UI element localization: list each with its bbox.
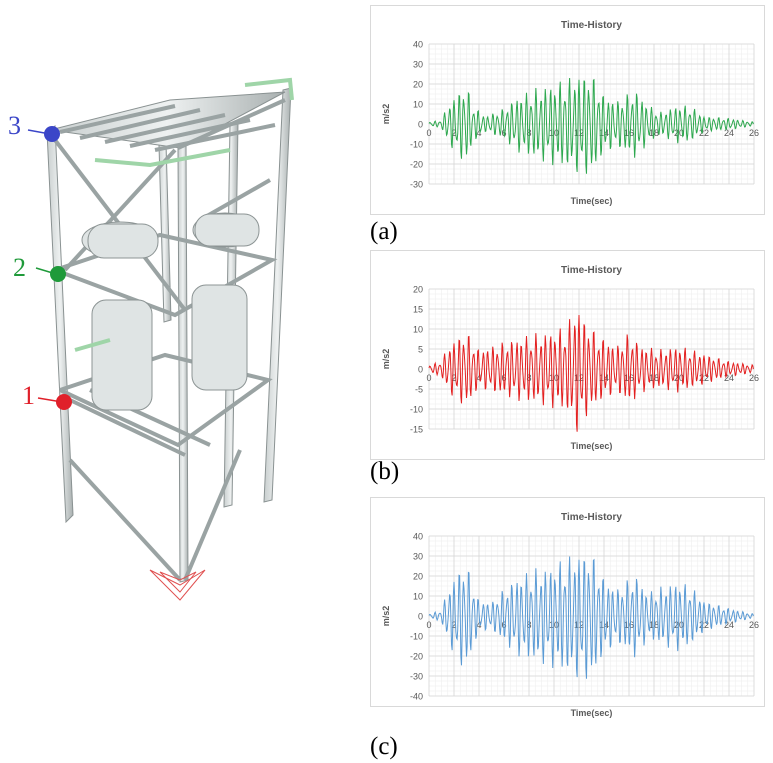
chart-c-ytick-8: 40 [413,532,423,542]
chart-b-xtick-2: 4 [476,373,481,383]
chart-a-xtick-6: 12 [574,128,584,138]
chart-b-series-line [428,314,754,432]
chart-c-xtick-6: 12 [574,620,584,630]
chart-a-xtick-2: 4 [476,128,481,138]
chart-c: Time-History -40 -30 -20 -10 0 10 20 30 40 0 2 4 6 8 10… [370,497,765,718]
chart-c-xlabel: Time(sec) [571,708,613,718]
pipes [74,77,294,352]
chart-b: Time-History -15 -10 -5 0 5 10 15 20 0 2 4 6 8 10 12 14 1… [370,250,765,460]
chart-c-xtick-2: 4 [476,620,481,630]
chart-b-ytick-4: 5 [418,345,423,355]
chart-c-xtick-1: 2 [451,620,456,630]
chart-b-xtick-6: 12 [574,373,584,383]
chart-a-ytick-7: 40 [413,40,423,50]
chart-b-xtick-0: 0 [426,373,431,383]
chart-a-xtick-13: 26 [749,128,759,138]
node-3: 3 [8,111,60,142]
support-marker [149,569,206,601]
chart-b-ytick-6: 15 [413,305,423,315]
chart-a-xtick-0: 0 [426,128,431,138]
chart-b-xtick-11: 22 [699,373,709,383]
chart-b-xtick-7: 14 [599,373,609,383]
chart-c-ytick-4: 0 [418,612,423,622]
structure-illustration: 3 2 1 [8,77,294,601]
chart-a-ytick-5: 20 [413,80,423,90]
chart-a-ytick-6: 30 [413,60,423,70]
node-1-label: 1 [22,381,35,410]
chart-c-title: Time-History [561,512,622,523]
panel-label-b: (b) [370,458,400,485]
chart-b-major-grid [428,288,755,430]
chart-c-ytick-7: 30 [413,552,423,562]
chart-b-xtick-1: 2 [451,373,456,383]
chart-a-xtick-10: 20 [674,128,684,138]
panel-label-a: (a) [370,218,398,245]
chart-c-xtick-0: 0 [426,620,431,630]
chart-c-xtick-12: 24 [724,620,734,630]
chart-c-ytick-2: -20 [410,652,423,662]
chart-a-xtick-7: 14 [599,128,609,138]
chart-b-ytick-5: 10 [413,325,423,335]
chart-b-ytick-2: -5 [415,385,423,395]
steel-frame [46,87,292,583]
chart-c-xtick-13: 26 [749,620,759,630]
node-1: 1 [22,381,72,410]
node-3-label: 3 [8,111,21,140]
panel-label-c: (c) [370,733,398,760]
chart-a: Time-History -30 -20 -10 0 10 20 30 40 0 2 4 6 8 10 12 1… [370,5,765,215]
chart-a-xtick-1: 2 [451,128,456,138]
chart-a-xlabel: Time(sec) [571,196,613,206]
chart-c-series-line [428,556,754,679]
chart-a-series-line [428,78,754,174]
chart-a-title: Time-History [561,20,622,31]
chart-c-xtick-11: 22 [699,620,709,630]
chart-a-ytick-0: -30 [410,180,423,190]
node-2: 2 [13,253,66,282]
chart-c-ytick-3: -10 [410,632,423,642]
chart-a-xtick-12: 24 [724,128,734,138]
node-2-label: 2 [13,253,26,282]
vessels [81,212,260,411]
chart-a-ytick-3: 0 [418,120,423,130]
chart-b-xlabel: Time(sec) [571,441,613,451]
chart-c-ytick-6: 20 [413,572,423,582]
chart-c-ylabel: m/s2 [381,606,391,627]
chart-c-ytick-1: -30 [410,672,423,682]
chart-b-xtick-12: 24 [724,373,734,383]
chart-a-ytick-2: -10 [410,140,423,150]
chart-b-ylabel: m/s2 [381,349,391,370]
chart-a-ytick-4: 10 [413,100,423,110]
chart-b-xtick-13: 26 [749,373,759,383]
chart-c-ytick-0: -40 [410,692,423,702]
beams [53,98,286,582]
chart-b-ytick-0: -15 [410,425,423,435]
chart-c-ytick-5: 10 [413,592,423,602]
chart-b-ytick-7: 20 [413,285,423,295]
chart-a-ylabel: m/s2 [381,104,391,125]
chart-b-title: Time-History [561,265,622,276]
chart-a-ytick-1: -20 [410,160,423,170]
chart-b-ytick-3: 0 [418,365,423,375]
chart-b-ytick-1: -10 [410,405,423,415]
chart-a-xtick-11: 22 [699,128,709,138]
